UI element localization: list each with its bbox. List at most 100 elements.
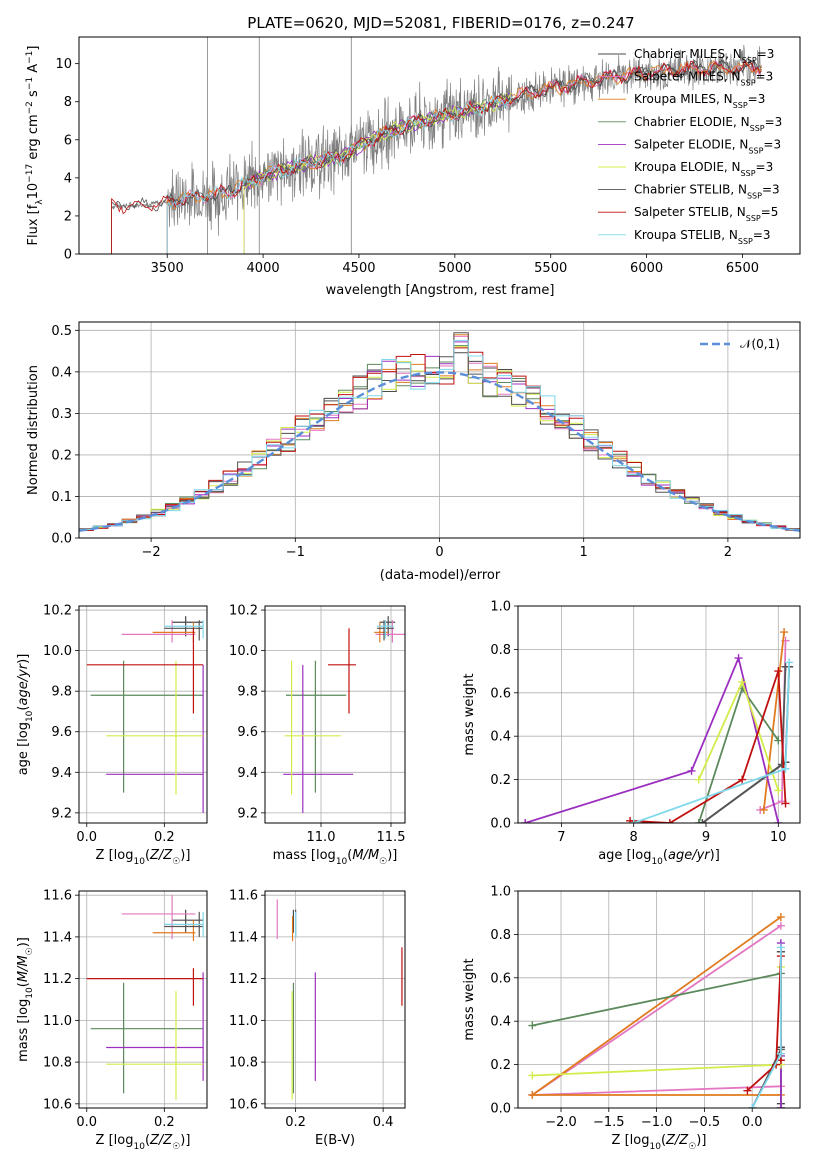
label-part: s bbox=[26, 90, 41, 101]
y-tick-label: 11.0 bbox=[229, 1014, 258, 1029]
y-tick-label: 10.0 bbox=[43, 644, 72, 659]
y-tick-label: 11.6 bbox=[43, 889, 72, 904]
x-axis-label: Z [log10(Z/Z☉)] bbox=[96, 848, 191, 867]
axes-age-vs-Z: 0.0 0.29.29.49.69.810.010.2Z [log10(Z/Z☉)… bbox=[16, 604, 208, 867]
legend-model-name: Salpeter MILES, N bbox=[634, 70, 741, 84]
weight-marker-2-0 bbox=[759, 805, 768, 814]
label-part: age/yr bbox=[16, 662, 31, 705]
x-tick-label: 0.0 bbox=[76, 830, 97, 845]
x-tick-label: 11.0 bbox=[307, 830, 336, 845]
label-part: M/M bbox=[16, 955, 31, 982]
axes-frame bbox=[264, 605, 406, 824]
legend-model-name: Chabrier MILES, N bbox=[634, 47, 742, 61]
legend-model-name: Chabrier STELIB, N bbox=[634, 183, 747, 197]
y-axis-label: age [log10(age/yr)] bbox=[16, 654, 35, 776]
label-part: )] bbox=[696, 1133, 706, 1148]
legend-nssp: =3 bbox=[753, 228, 771, 242]
legend-subscript: SSP bbox=[741, 169, 756, 178]
y-tick-label: 9.6 bbox=[237, 725, 258, 740]
label-part: Flux [f bbox=[26, 204, 41, 245]
plot-area-age-vs-Z bbox=[86, 616, 204, 813]
axes-frame bbox=[517, 605, 801, 824]
legend-subscript: SSP bbox=[733, 101, 748, 110]
y-tick-label: 1.0 bbox=[490, 885, 511, 900]
legend-model-name: Kroupa ELODIE, N bbox=[634, 160, 741, 174]
label-part: )] bbox=[16, 937, 31, 947]
weight-marker-7-1 bbox=[665, 819, 674, 823]
weight-marker-8-1 bbox=[781, 764, 790, 773]
y-tick-label: 2 bbox=[64, 209, 72, 224]
label-part: mass weight bbox=[462, 673, 477, 755]
y-tick-label: 10.8 bbox=[229, 1056, 258, 1071]
y-tick-label: 0.6 bbox=[490, 686, 511, 701]
y-tick-label: 11.6 bbox=[229, 889, 258, 904]
plot-area-mass-vs-Z bbox=[86, 895, 204, 1100]
y-tick-label: 0.2 bbox=[51, 448, 72, 463]
y-tick-label: 9.4 bbox=[237, 766, 258, 781]
weight-marker-7-3 bbox=[774, 667, 783, 676]
weight-marker-4-0 bbox=[776, 1104, 785, 1108]
y-tick-label: 0.5 bbox=[51, 324, 72, 339]
x-tick-label: 1 bbox=[580, 545, 588, 560]
label-part: )] bbox=[16, 654, 31, 664]
axes-spectrum: 3500 4000 4500 5000 5500 6000 6500 0 2 4 6 8 10 wavel… bbox=[25, 36, 801, 298]
x-tick-label: 0.0 bbox=[76, 1115, 97, 1130]
y-tick-label: 4 bbox=[64, 171, 72, 186]
legend-label-2: Kroupa MILES, NSSP=3 bbox=[634, 92, 765, 110]
weight-marker-8-0 bbox=[629, 819, 638, 823]
legend-nssp: =3 bbox=[757, 47, 775, 61]
y-tick-label: 11.0 bbox=[43, 1014, 72, 1029]
weight-marker-8-0 bbox=[748, 1104, 757, 1108]
label-part: Z/Z bbox=[149, 1133, 173, 1148]
y-tick-label: 0.4 bbox=[51, 365, 72, 380]
label-part: age/yr bbox=[668, 848, 711, 863]
model-spectrum-4 bbox=[243, 93, 513, 254]
label-part: erg cm bbox=[26, 114, 41, 163]
label-part: Normed distribution bbox=[26, 365, 41, 495]
y-tick-label: 0.8 bbox=[490, 643, 511, 658]
weight-marker-5-0 bbox=[694, 775, 703, 784]
label-part: M/M bbox=[352, 848, 379, 863]
weight-marker-6-0 bbox=[698, 819, 707, 823]
y-tick-label: 10.6 bbox=[43, 1097, 72, 1112]
y-tick-label: 0 bbox=[64, 248, 72, 263]
y-tick-label: 1.0 bbox=[490, 600, 511, 615]
x-tick-label: −2.0 bbox=[545, 1115, 577, 1130]
x-axis-label: E(B-V) bbox=[315, 1133, 355, 1148]
model-spectrum-6 bbox=[111, 59, 762, 254]
legend-nssp: =5 bbox=[761, 205, 779, 219]
weight-marker-8-1 bbox=[776, 1049, 785, 1058]
label-part: ( bbox=[145, 1133, 150, 1148]
label-part: 10 bbox=[651, 857, 663, 867]
normal-reference-curve bbox=[79, 371, 800, 532]
label-part: 10 bbox=[25, 987, 35, 999]
model-spectrum-0 bbox=[166, 59, 762, 254]
label-part: mass [log bbox=[16, 999, 31, 1062]
legend-nssp: =3 bbox=[762, 183, 780, 197]
x-tick-label: 0.4 bbox=[373, 1115, 394, 1130]
plot-area-weight-vs-Z bbox=[528, 913, 785, 1108]
label-part: −1 bbox=[25, 77, 35, 90]
x-tick-label: 0 bbox=[435, 545, 443, 560]
y-tick-label: 0.0 bbox=[490, 817, 511, 832]
x-tick-label: 4500 bbox=[342, 261, 375, 276]
axes-frame bbox=[78, 605, 208, 824]
plot-area-age-vs-mass bbox=[283, 616, 405, 813]
x-tick-label: −2 bbox=[142, 545, 161, 560]
weight-marker-6-1 bbox=[777, 760, 786, 769]
axes-frame bbox=[517, 890, 801, 1109]
x-tick-label: 6500 bbox=[726, 261, 759, 276]
y-tick-label: 9.6 bbox=[51, 725, 72, 740]
legend-label-0: Chabrier MILES, NSSP=3 bbox=[634, 47, 774, 65]
label-part: ☉ bbox=[379, 857, 387, 867]
y-tick-label: 9.8 bbox=[237, 685, 258, 700]
weight-marker-7-4 bbox=[781, 799, 790, 808]
label-part: −2 bbox=[25, 101, 35, 114]
label-part: mass weight bbox=[462, 958, 477, 1040]
y-tick-label: 0.2 bbox=[490, 773, 511, 788]
figure-title: PLATE=0620, MJD=52081, FIBERID=0176, z=0… bbox=[247, 14, 634, 32]
weight-marker-2-1 bbox=[528, 1090, 537, 1099]
x-tick-label: 4000 bbox=[247, 261, 280, 276]
